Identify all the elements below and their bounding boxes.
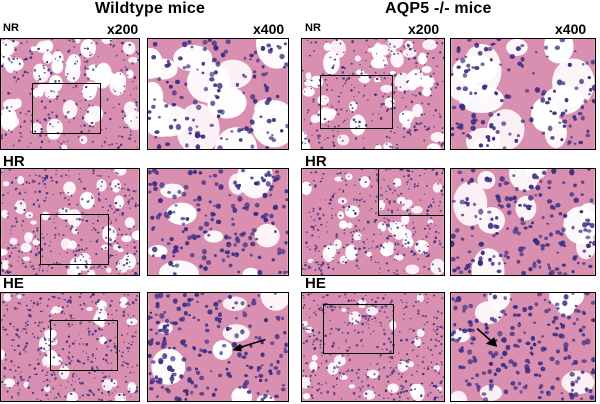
aqp5-title: AQP5 -/- mice: [385, 0, 492, 17]
wt-hr-roi-box: [40, 214, 109, 265]
wt-hr-x200-micrograph: [0, 168, 140, 276]
wt-nr-x400-micrograph: [147, 38, 289, 150]
wt-nr-roi-box: [32, 83, 101, 134]
ko-hr-x200-micrograph: [301, 168, 445, 276]
ko-x400-label: x400: [555, 21, 587, 37]
wt-nr-x200-micrograph: [0, 38, 140, 150]
ko-he-x400-micrograph: [450, 292, 596, 402]
ko-x200-label: x200: [408, 21, 440, 37]
wt-he-roi-box: [50, 320, 118, 371]
wt-nr-label: NR: [3, 22, 19, 34]
ko-nr-roi-box: [320, 75, 393, 129]
wt-he-x200-micrograph: [0, 292, 140, 402]
ko-he-label: HE: [305, 275, 326, 292]
ko-he-roi-box: [323, 304, 394, 354]
ko-nr-x400-micrograph: [450, 38, 596, 150]
wt-x200-label: x200: [107, 21, 139, 37]
wt-hr-label: HR: [3, 153, 25, 170]
ko-hr-x400-micrograph: [450, 168, 596, 276]
wt-he-x400-micrograph: [147, 292, 289, 402]
ko-nr-x200-micrograph: [301, 38, 445, 150]
wt-hr-x400-micrograph: [147, 168, 289, 276]
wildtype-title: Wildtype mice: [95, 0, 206, 17]
ko-hr-label: HR: [305, 153, 327, 170]
ko-hr-roi-box: [378, 168, 445, 216]
ko-he-x200-micrograph: [301, 292, 445, 402]
wt-he-label: HE: [3, 275, 24, 292]
ko-nr-label: NR: [305, 22, 321, 34]
wt-x400-label: x400: [253, 21, 285, 37]
